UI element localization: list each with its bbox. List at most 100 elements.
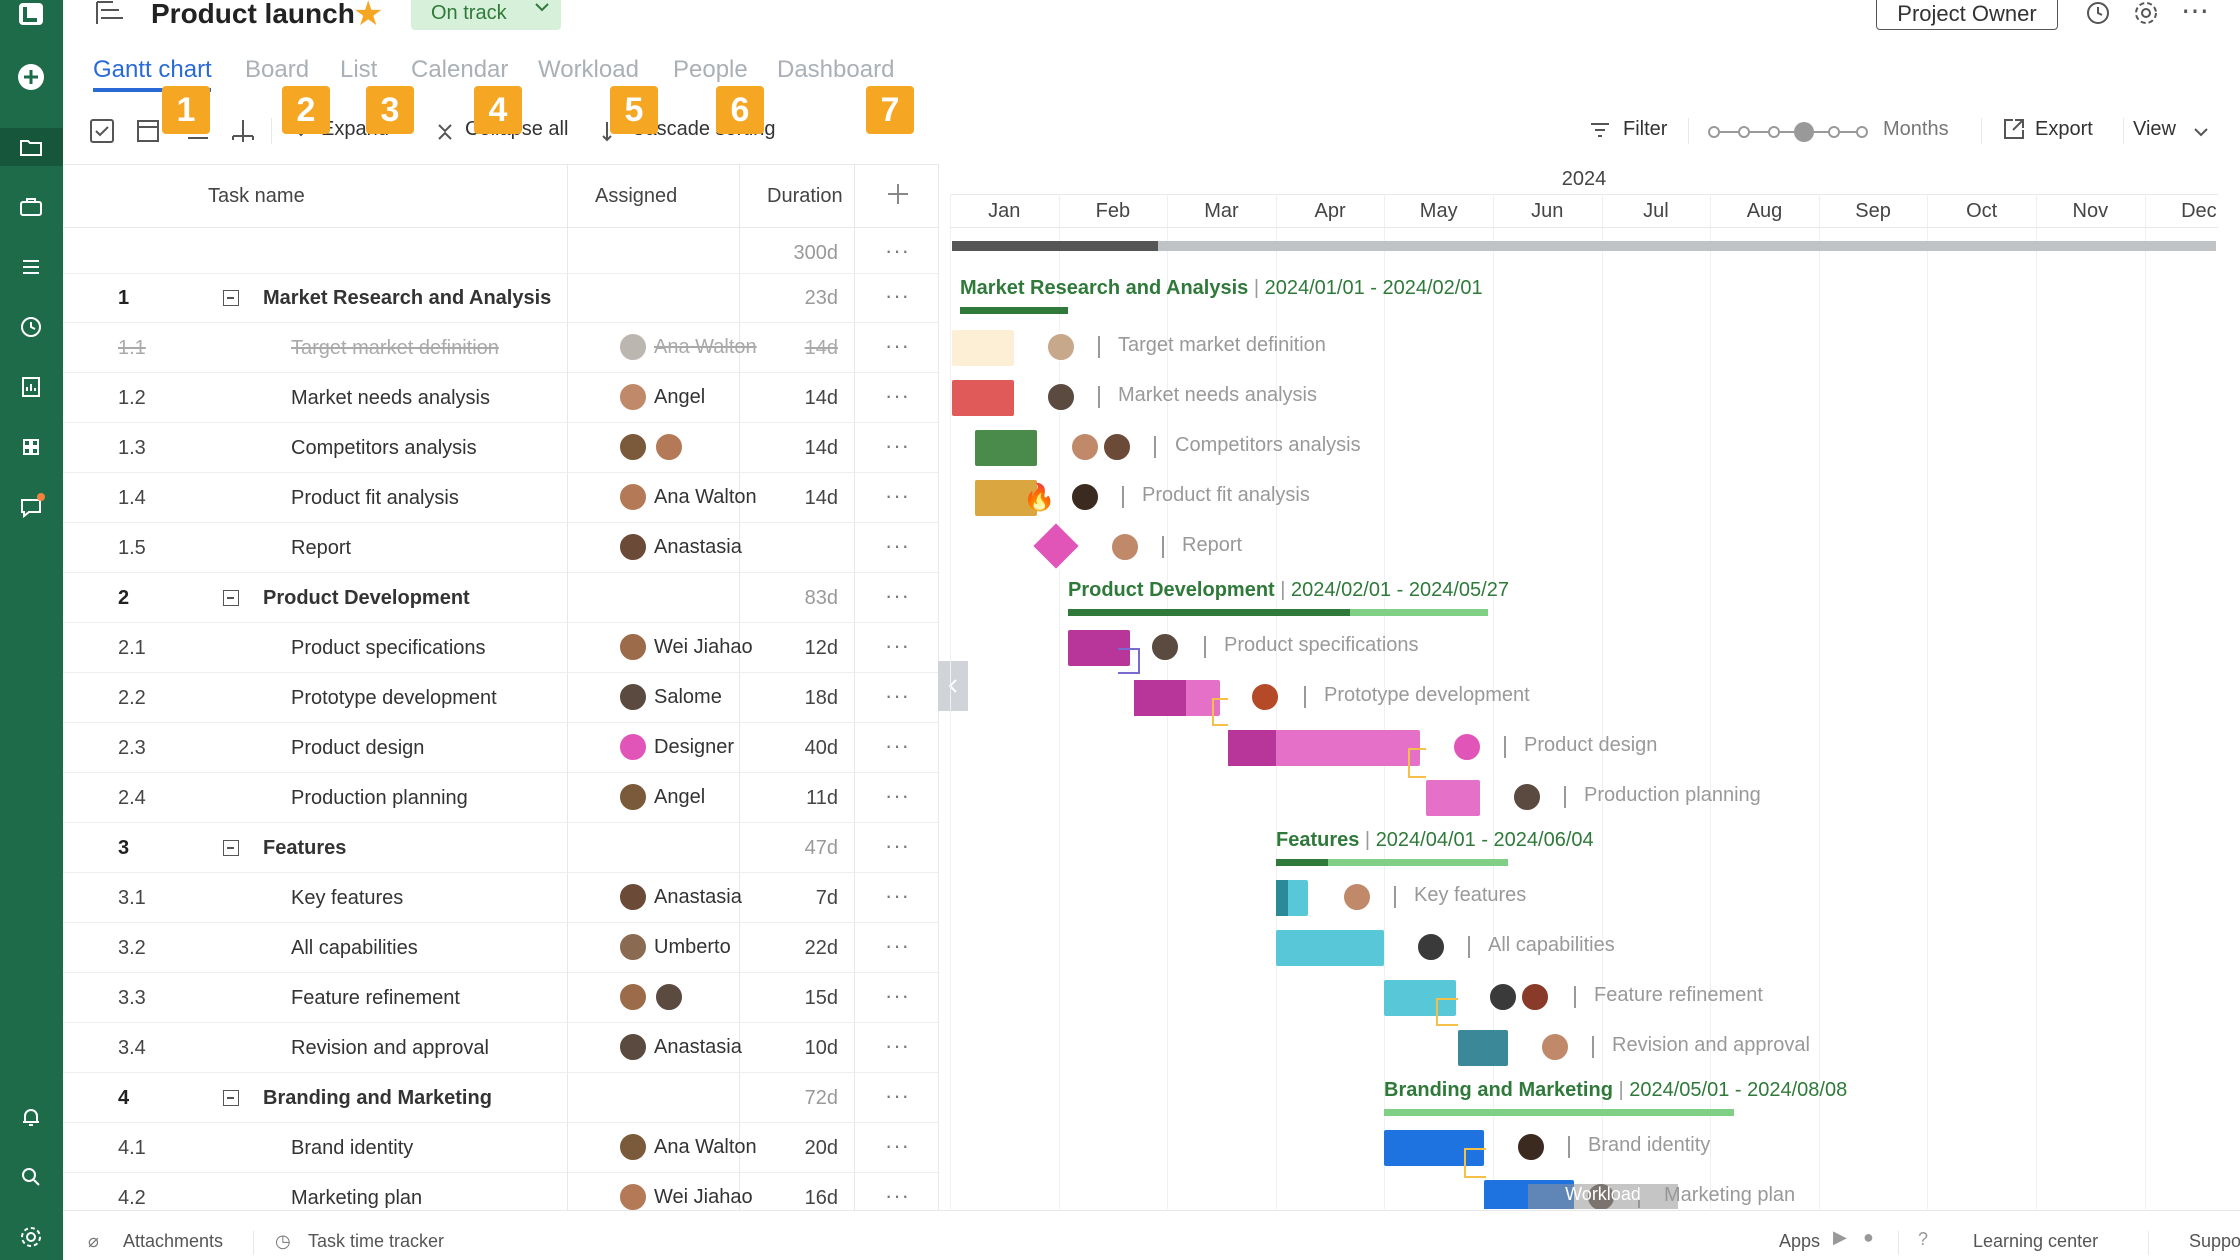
add-column-icon[interactable] <box>885 181 911 212</box>
row-more-icon[interactable]: ··· <box>885 583 910 608</box>
task-duration[interactable]: 20d <box>804 1137 838 1159</box>
row-more-icon[interactable]: ··· <box>885 283 910 308</box>
chevron-down-icon[interactable] <box>2191 122 2211 147</box>
settings-gear-icon[interactable] <box>14 1220 48 1254</box>
collapse-icon[interactable] <box>435 122 455 147</box>
assignee-cell[interactable]: Ana Walton <box>618 482 757 512</box>
milestone-diamond[interactable] <box>1033 523 1079 569</box>
select-checkbox-icon[interactable] <box>89 118 115 149</box>
task-duration[interactable]: 72d <box>804 1087 838 1109</box>
assignee-cell[interactable]: Anastasia <box>618 882 742 912</box>
project-menu-icon[interactable] <box>93 0 127 33</box>
timer-icon[interactable]: ◷ <box>275 1231 291 1251</box>
task-duration[interactable]: 10d <box>804 1037 838 1059</box>
task-duration[interactable]: 22d <box>804 937 838 959</box>
row-more-icon[interactable]: ··· <box>885 833 910 858</box>
task-row[interactable]: 1.3 Competitors analysis 14d ··· <box>63 423 938 473</box>
project-owner-button[interactable]: Project Owner <box>1876 0 2058 30</box>
search-icon[interactable] <box>14 1160 48 1194</box>
assignee-cell[interactable]: Umberto <box>618 932 731 962</box>
assignee-cell[interactable]: Wei Jiahao <box>618 632 753 662</box>
row-more-icon[interactable]: ··· <box>885 383 910 408</box>
tasks-list-icon[interactable] <box>14 250 48 284</box>
assignee-cell[interactable]: Ana Walton <box>618 1132 757 1162</box>
task-row[interactable]: 4.1 Brand identity Ana Walton 20d ··· <box>63 1123 938 1173</box>
assignee-cell[interactable] <box>618 982 690 1012</box>
task-duration[interactable]: 14d <box>804 387 838 409</box>
row-more-icon[interactable]: ··· <box>885 783 910 808</box>
assignee-cell[interactable]: Angel <box>618 382 705 412</box>
task-duration[interactable]: 11d <box>806 787 838 809</box>
assignee-cell[interactable]: Angel <box>618 782 705 812</box>
task-duration[interactable]: 14d <box>804 437 838 459</box>
group-row[interactable]: 4 Branding and Marketing 72d ··· <box>63 1073 938 1123</box>
task-name[interactable]: Key features <box>291 887 404 909</box>
task-name[interactable]: Prototype development <box>291 687 497 709</box>
group-summary-bar[interactable] <box>1384 1109 1734 1116</box>
tab-list[interactable]: List <box>340 56 378 83</box>
task-duration[interactable]: 47d <box>804 837 838 859</box>
assignee-cell[interactable]: Designer <box>618 732 734 762</box>
task-name[interactable]: Product Development <box>263 587 470 609</box>
group-name[interactable]: Branding and Marketing <box>1384 1079 1613 1101</box>
task-row[interactable]: 1.5 Report Anastasia ··· <box>63 523 938 573</box>
task-row[interactable]: 1.1 Target market definition Ana Walton 14d… <box>63 323 938 373</box>
apps-grid-icon[interactable] <box>14 430 48 464</box>
task-duration[interactable]: 14d <box>804 337 838 359</box>
task-name[interactable]: Product design <box>291 737 425 759</box>
group-row[interactable]: 3 Features 47d ··· <box>63 823 938 873</box>
row-more-icon[interactable]: ··· <box>885 733 910 758</box>
more-options-icon[interactable]: ⋯ <box>2181 0 2209 26</box>
task-row[interactable]: 4.2 Marketing plan Wei Jiahao 16d ··· <box>63 1173 938 1223</box>
portfolio-briefcase-icon[interactable] <box>14 190 48 224</box>
calendar-add-icon[interactable] <box>135 116 165 151</box>
attachment-icon[interactable]: ⌀ <box>88 1231 99 1251</box>
collapse-toggle-icon[interactable] <box>223 290 239 306</box>
tab-gantt-chart[interactable]: Gantt chart <box>93 56 212 83</box>
assignee-cell[interactable]: Anastasia <box>618 532 742 562</box>
group-name[interactable]: Market Research and Analysis <box>960 277 1249 299</box>
export-button[interactable]: Export <box>2035 118 2093 140</box>
task-row[interactable]: 3.2 All capabilities Umberto 22d ··· <box>63 923 938 973</box>
row-more-icon[interactable]: ··· <box>885 933 910 958</box>
task-duration[interactable]: 18d <box>804 687 838 709</box>
collapse-toggle-icon[interactable] <box>223 840 239 856</box>
task-duration[interactable]: 7d <box>815 887 838 909</box>
projects-folder-icon[interactable] <box>14 130 48 164</box>
task-row[interactable]: 3.1 Key features Anastasia 7d ··· <box>63 873 938 923</box>
attachments-link[interactable]: Attachments <box>123 1231 224 1251</box>
notifications-bell-icon[interactable] <box>14 1100 48 1134</box>
group-row[interactable]: 1 Market Research and Analysis 23d ··· <box>63 273 938 323</box>
collapse-toggle-icon[interactable] <box>223 590 239 606</box>
export-icon[interactable] <box>2001 116 2027 147</box>
row-more-icon[interactable]: ··· <box>885 983 910 1008</box>
group-name[interactable]: Features <box>1276 829 1360 851</box>
row-more-icon[interactable]: ··· <box>885 1133 910 1158</box>
learning-center-link[interactable]: Learning center <box>1973 1231 2099 1251</box>
task-bar[interactable] <box>952 380 1014 416</box>
history-icon[interactable] <box>2083 0 2113 35</box>
help-icon[interactable]: ? <box>1918 1229 1929 1249</box>
task-duration[interactable]: 16d <box>804 1187 838 1209</box>
task-bar[interactable] <box>1276 930 1384 966</box>
assignee-cell[interactable]: Wei Jiahao <box>618 1182 753 1212</box>
column-header-duration[interactable]: Duration <box>767 185 843 207</box>
group-name[interactable]: Product Development <box>1068 579 1275 601</box>
apple-icon[interactable]: ● <box>1863 1227 1874 1247</box>
task-duration[interactable]: 15d <box>804 987 838 1009</box>
column-header-assigned[interactable]: Assigned <box>595 185 678 207</box>
view-button[interactable]: View <box>2133 118 2176 140</box>
task-name[interactable]: Target market definition <box>291 337 499 359</box>
tab-workload[interactable]: Workload <box>538 56 639 83</box>
task-row[interactable]: 2.1 Product specifications Wei Jiahao 12d ··… <box>63 623 938 673</box>
assignee-cell[interactable] <box>618 432 690 462</box>
filter-button[interactable]: Filter <box>1623 118 1668 140</box>
task-name[interactable]: Feature refinement <box>291 987 460 1009</box>
filter-icon[interactable] <box>1588 118 1612 147</box>
tab-board[interactable]: Board <box>245 56 310 83</box>
task-name[interactable]: Market needs analysis <box>291 387 490 409</box>
assignee-cell[interactable]: Ana Walton <box>618 332 757 362</box>
apps-link[interactable]: Apps <box>1779 1231 1821 1251</box>
app-logo-icon[interactable] <box>14 0 48 34</box>
row-more-icon[interactable]: ··· <box>885 238 910 263</box>
